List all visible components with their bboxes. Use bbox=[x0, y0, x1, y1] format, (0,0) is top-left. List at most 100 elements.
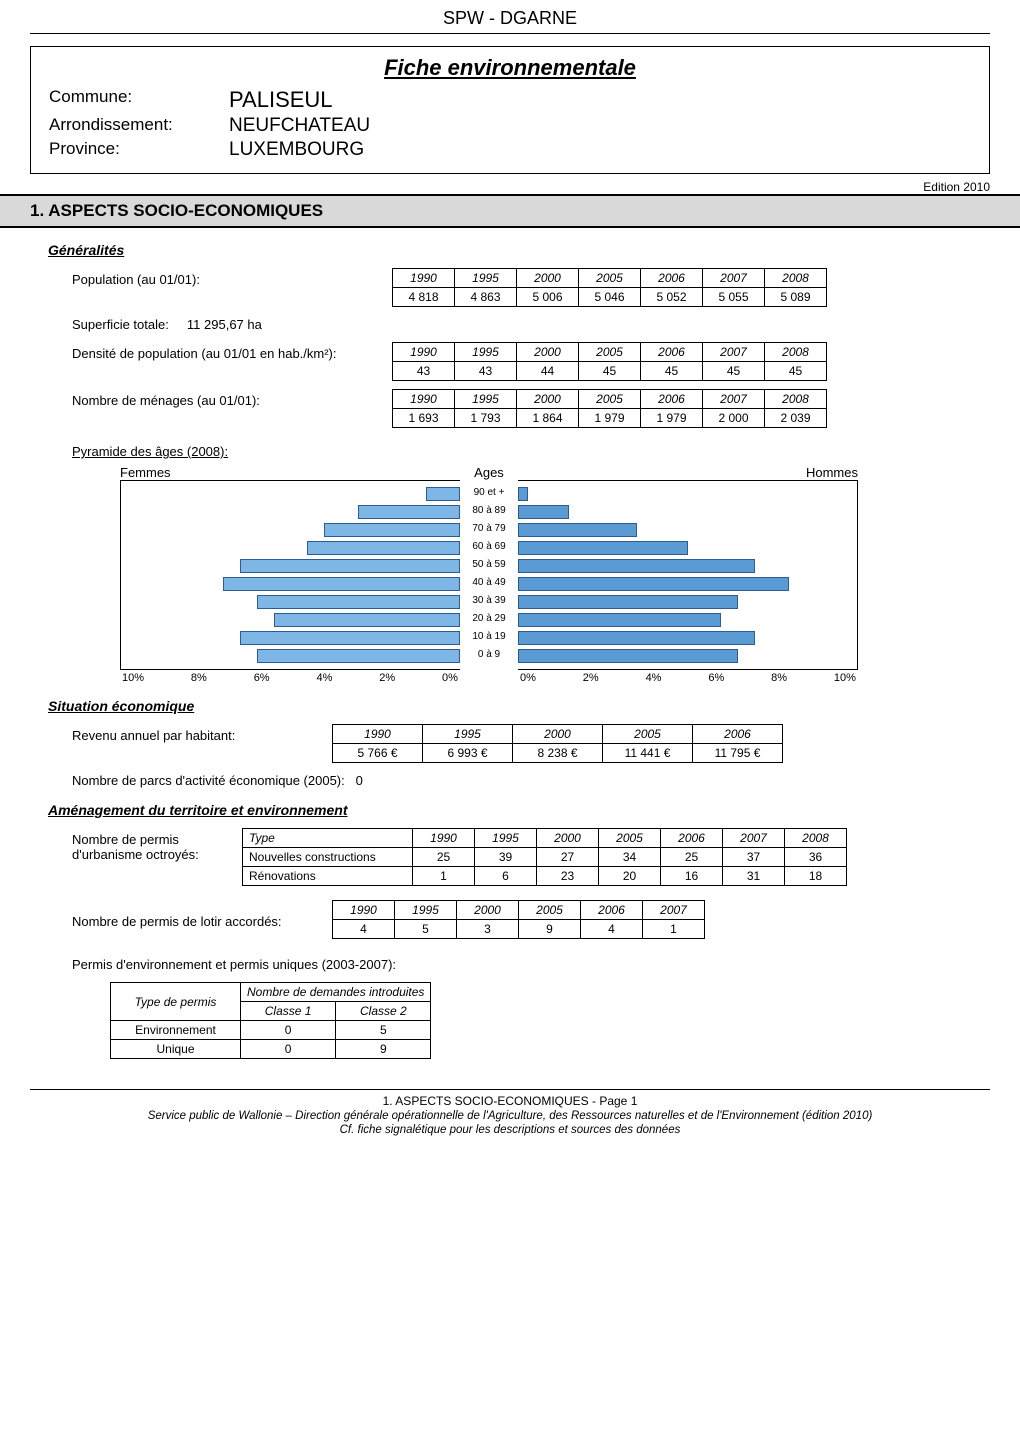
pyramid-bar-row bbox=[121, 575, 460, 593]
densite-label: Densité de population (au 01/01 en hab./… bbox=[72, 342, 392, 361]
pyramid-bar-row bbox=[121, 557, 460, 575]
pyramid-age-label: 0 à 9 bbox=[460, 646, 518, 664]
permis-intro: Nombre de permis d'urbanisme octroyés: bbox=[72, 828, 242, 862]
pyramid-bar-femmes bbox=[324, 523, 460, 537]
densite-block: Densité de population (au 01/01 en hab./… bbox=[72, 342, 972, 381]
year-header: 2005 bbox=[579, 390, 641, 409]
menages-label: Nombre de ménages (au 01/01): bbox=[72, 389, 392, 408]
column-header: 2000 bbox=[537, 829, 599, 848]
pyramid-bar-hommes bbox=[518, 577, 789, 591]
table-cell: 45 bbox=[641, 362, 703, 381]
year-header: 2008 bbox=[765, 269, 827, 288]
table-cell: 44 bbox=[517, 362, 579, 381]
pyramid-bar-hommes bbox=[518, 523, 637, 537]
table-cell: 5 046 bbox=[579, 288, 641, 307]
year-header: 2006 bbox=[693, 725, 783, 744]
table-cell: Environnement bbox=[111, 1021, 241, 1040]
table-cell: 20 bbox=[599, 867, 661, 886]
axis-tick: 8% bbox=[191, 672, 207, 684]
permis-intro2: d'urbanisme octroyés: bbox=[72, 847, 199, 862]
column-header: Classe 1 bbox=[241, 1002, 336, 1021]
table-cell: 5 052 bbox=[641, 288, 703, 307]
year-header: 2007 bbox=[703, 269, 765, 288]
column-header: 2006 bbox=[661, 829, 723, 848]
pyramid-bar-femmes bbox=[240, 631, 460, 645]
table-cell: 1 979 bbox=[579, 409, 641, 428]
axis-tick: 6% bbox=[254, 672, 270, 684]
permis-urbanisme-block: Nombre de permis d'urbanisme octroyés: T… bbox=[72, 828, 972, 886]
year-header: 2007 bbox=[703, 343, 765, 362]
pyramid-bar-hommes bbox=[518, 505, 569, 519]
age-pyramid-chart: 90 et +80 à 8970 à 7960 à 6950 à 5940 à … bbox=[120, 480, 980, 670]
pyramid-bar-row bbox=[121, 629, 460, 647]
column-header: Classe 2 bbox=[336, 1002, 431, 1021]
year-header: 2000 bbox=[517, 269, 579, 288]
parcs-label: Nombre de parcs d'activité économique (2… bbox=[72, 773, 345, 788]
table-cell: 9 bbox=[336, 1040, 431, 1059]
table-cell: 4 bbox=[581, 920, 643, 939]
pyramid-bar-femmes bbox=[257, 595, 460, 609]
commune-value: PALISEUL bbox=[229, 87, 333, 113]
lotir-block: Nombre de permis de lotir accordés: 1990… bbox=[72, 900, 972, 939]
pyramid-age-label: 20 à 29 bbox=[460, 610, 518, 628]
table-cell: 45 bbox=[579, 362, 641, 381]
column-header: Type de permis bbox=[111, 983, 241, 1021]
parcs-block: Nombre de parcs d'activité économique (2… bbox=[72, 773, 972, 788]
fiche-box: Fiche environnementale Commune: PALISEUL… bbox=[30, 46, 990, 174]
table-cell: 2 000 bbox=[703, 409, 765, 428]
table-cell: 16 bbox=[661, 867, 723, 886]
pyramid-axis: 10%8%6%4%2%0% 0%2%4%6%8%10% bbox=[120, 672, 980, 684]
province-label: Province: bbox=[49, 139, 229, 161]
pyramid-bar-row bbox=[518, 593, 857, 611]
year-header: 1995 bbox=[455, 269, 517, 288]
pyramid-bar-femmes bbox=[426, 487, 460, 501]
year-header: 1995 bbox=[455, 343, 517, 362]
table-cell: 37 bbox=[723, 848, 785, 867]
pyramid-bar-row bbox=[121, 521, 460, 539]
permis-types-table: Type1990199520002005200620072008Nouvelle… bbox=[242, 828, 847, 886]
pyramid-bar-hommes bbox=[518, 631, 755, 645]
column-header: Nombre de demandes introduites bbox=[241, 983, 431, 1002]
page: SPW - DGARNE Fiche environnementale Comm… bbox=[0, 0, 1020, 1136]
table-cell: 23 bbox=[537, 867, 599, 886]
pyramid-bar-row bbox=[518, 557, 857, 575]
table-cell: 4 863 bbox=[455, 288, 517, 307]
meta-province: Province: LUXEMBOURG bbox=[49, 139, 971, 161]
lotir-label: Nombre de permis de lotir accordés: bbox=[72, 900, 332, 929]
pyramid-femmes-bars bbox=[120, 480, 460, 670]
generalites-heading: Généralités bbox=[48, 242, 1020, 258]
pyramid-age-label: 80 à 89 bbox=[460, 502, 518, 520]
env-permis-block: Type de permisNombre de demandes introdu… bbox=[110, 982, 972, 1059]
table-cell: 8 238 € bbox=[513, 744, 603, 763]
densite-table: 1990199520002005200620072008 43434445454… bbox=[392, 342, 827, 381]
year-header: 2007 bbox=[703, 390, 765, 409]
pyramid-bar-hommes bbox=[518, 595, 738, 609]
column-header: 1990 bbox=[413, 829, 475, 848]
table-cell: 25 bbox=[661, 848, 723, 867]
pyramid-age-label: 10 à 19 bbox=[460, 628, 518, 646]
arrondissement-value: NEUFCHATEAU bbox=[229, 115, 370, 137]
year-header: 2006 bbox=[641, 269, 703, 288]
pyramid-age-label: 50 à 59 bbox=[460, 556, 518, 574]
column-header: 1995 bbox=[475, 829, 537, 848]
pyramid-hommes-bars bbox=[518, 480, 858, 670]
table-cell: 5 006 bbox=[517, 288, 579, 307]
pyramid-bar-hommes bbox=[518, 541, 688, 555]
table-cell: 39 bbox=[475, 848, 537, 867]
footer-line2: Service public de Wallonie – Direction g… bbox=[30, 1110, 990, 1122]
pyramid-bar-row bbox=[121, 503, 460, 521]
year-header: 2008 bbox=[765, 343, 827, 362]
pyramid-age-label: 60 à 69 bbox=[460, 538, 518, 556]
year-header: 1995 bbox=[423, 725, 513, 744]
table-cell: 5 bbox=[395, 920, 457, 939]
pyramid-bar-hommes bbox=[518, 559, 755, 573]
table-cell: Rénovations bbox=[243, 867, 413, 886]
year-header: 1990 bbox=[393, 343, 455, 362]
table-cell: 1 693 bbox=[393, 409, 455, 428]
table-cell: 0 bbox=[241, 1040, 336, 1059]
year-header: 2005 bbox=[603, 725, 693, 744]
pyramid-axis-left: 10%8%6%4%2%0% bbox=[120, 672, 460, 684]
pyramid-bar-femmes bbox=[274, 613, 460, 627]
table-cell: 5 089 bbox=[765, 288, 827, 307]
pyramid-age-label: 70 à 79 bbox=[460, 520, 518, 538]
